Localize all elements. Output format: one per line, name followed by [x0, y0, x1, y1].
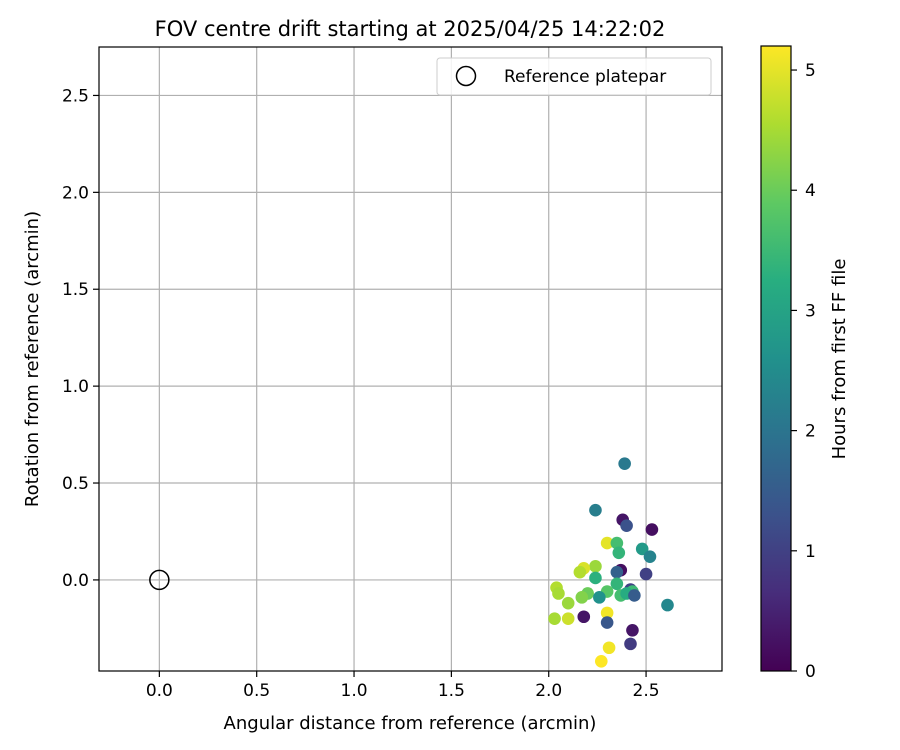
y-tick-label: 2.0: [62, 183, 89, 203]
data-point: [589, 503, 602, 517]
x-tick-label: 0.0: [146, 681, 173, 701]
data-point: [600, 536, 614, 550]
data-point: [589, 571, 602, 585]
data-point: [610, 577, 624, 591]
y-tick-label: 0.5: [62, 474, 89, 494]
colorbar-tick-label: 1: [805, 542, 816, 562]
data-point: [635, 542, 649, 556]
data-point: [618, 457, 631, 470]
data-point: [573, 565, 587, 579]
colorbar-tick-label: 2: [805, 422, 816, 442]
data-point: [643, 550, 657, 563]
data-point: [561, 596, 575, 610]
grid: [99, 47, 722, 671]
chart-title: FOV centre drift starting at 2025/04/25 …: [155, 17, 666, 41]
data-point: [589, 560, 602, 573]
data-point: [561, 612, 575, 625]
data-point: [552, 587, 565, 600]
data-point: [600, 606, 614, 620]
x-tick-label: 0.5: [243, 681, 270, 701]
colorbar-tick-label: 5: [805, 61, 816, 81]
data-point: [620, 519, 633, 532]
legend-reference-label: Reference platepar: [504, 67, 666, 87]
legend-box: [436, 57, 712, 96]
legend-reference-marker: [455, 65, 477, 87]
colorbar-tick-label: 3: [805, 301, 816, 321]
y-tick-label: 1.0: [62, 377, 89, 397]
data-point: [593, 591, 606, 604]
data-points: [548, 457, 674, 668]
data-point: [626, 624, 639, 637]
x-tick-label: 1.0: [341, 681, 368, 701]
data-point: [624, 637, 637, 651]
x-tick-label: 2.0: [535, 681, 562, 701]
legend: Reference platepar: [436, 57, 712, 96]
plot-frame: [98, 46, 723, 672]
y-tick-label: 2.5: [62, 86, 89, 106]
y-tick-label: 0.0: [62, 571, 89, 591]
data-point: [610, 565, 624, 579]
data-point: [602, 641, 616, 655]
data-point: [628, 589, 641, 602]
data-point: [577, 610, 591, 624]
data-point: [600, 616, 614, 629]
x-tick-label: 1.5: [438, 681, 465, 701]
data-point: [594, 655, 608, 668]
x-tick-label: 2.5: [633, 681, 660, 701]
colorbar-label: Hours from first FF file: [829, 259, 850, 460]
data-point: [645, 523, 659, 536]
colorbar-ticks: 0 1 2 3 4 5: [791, 61, 816, 682]
data-point: [639, 567, 653, 581]
y-axis: 0.0 0.5 1.0 1.5 2.0 2.5: [62, 86, 99, 591]
x-axis-label: Angular distance from reference (arcmin): [224, 713, 597, 734]
data-point: [548, 612, 561, 625]
x-axis: 0.0 0.5 1.0 1.5 2.0 2.5: [146, 671, 660, 701]
data-point: [610, 536, 624, 550]
colorbar-tick-label: 0: [805, 662, 816, 682]
y-axis-label: Rotation from reference (arcmin): [22, 211, 43, 507]
y-tick-label: 1.5: [62, 280, 89, 300]
data-point: [575, 591, 589, 604]
colorbar-gradient: [760, 45, 792, 672]
colorbar-tick-label: 4: [805, 181, 816, 201]
data-point: [612, 546, 626, 560]
data-point: [661, 598, 674, 612]
reference-platepar-marker: [149, 569, 170, 591]
colorbar: 0 1 2 3 4 5 Hours from first FF file: [760, 45, 850, 682]
